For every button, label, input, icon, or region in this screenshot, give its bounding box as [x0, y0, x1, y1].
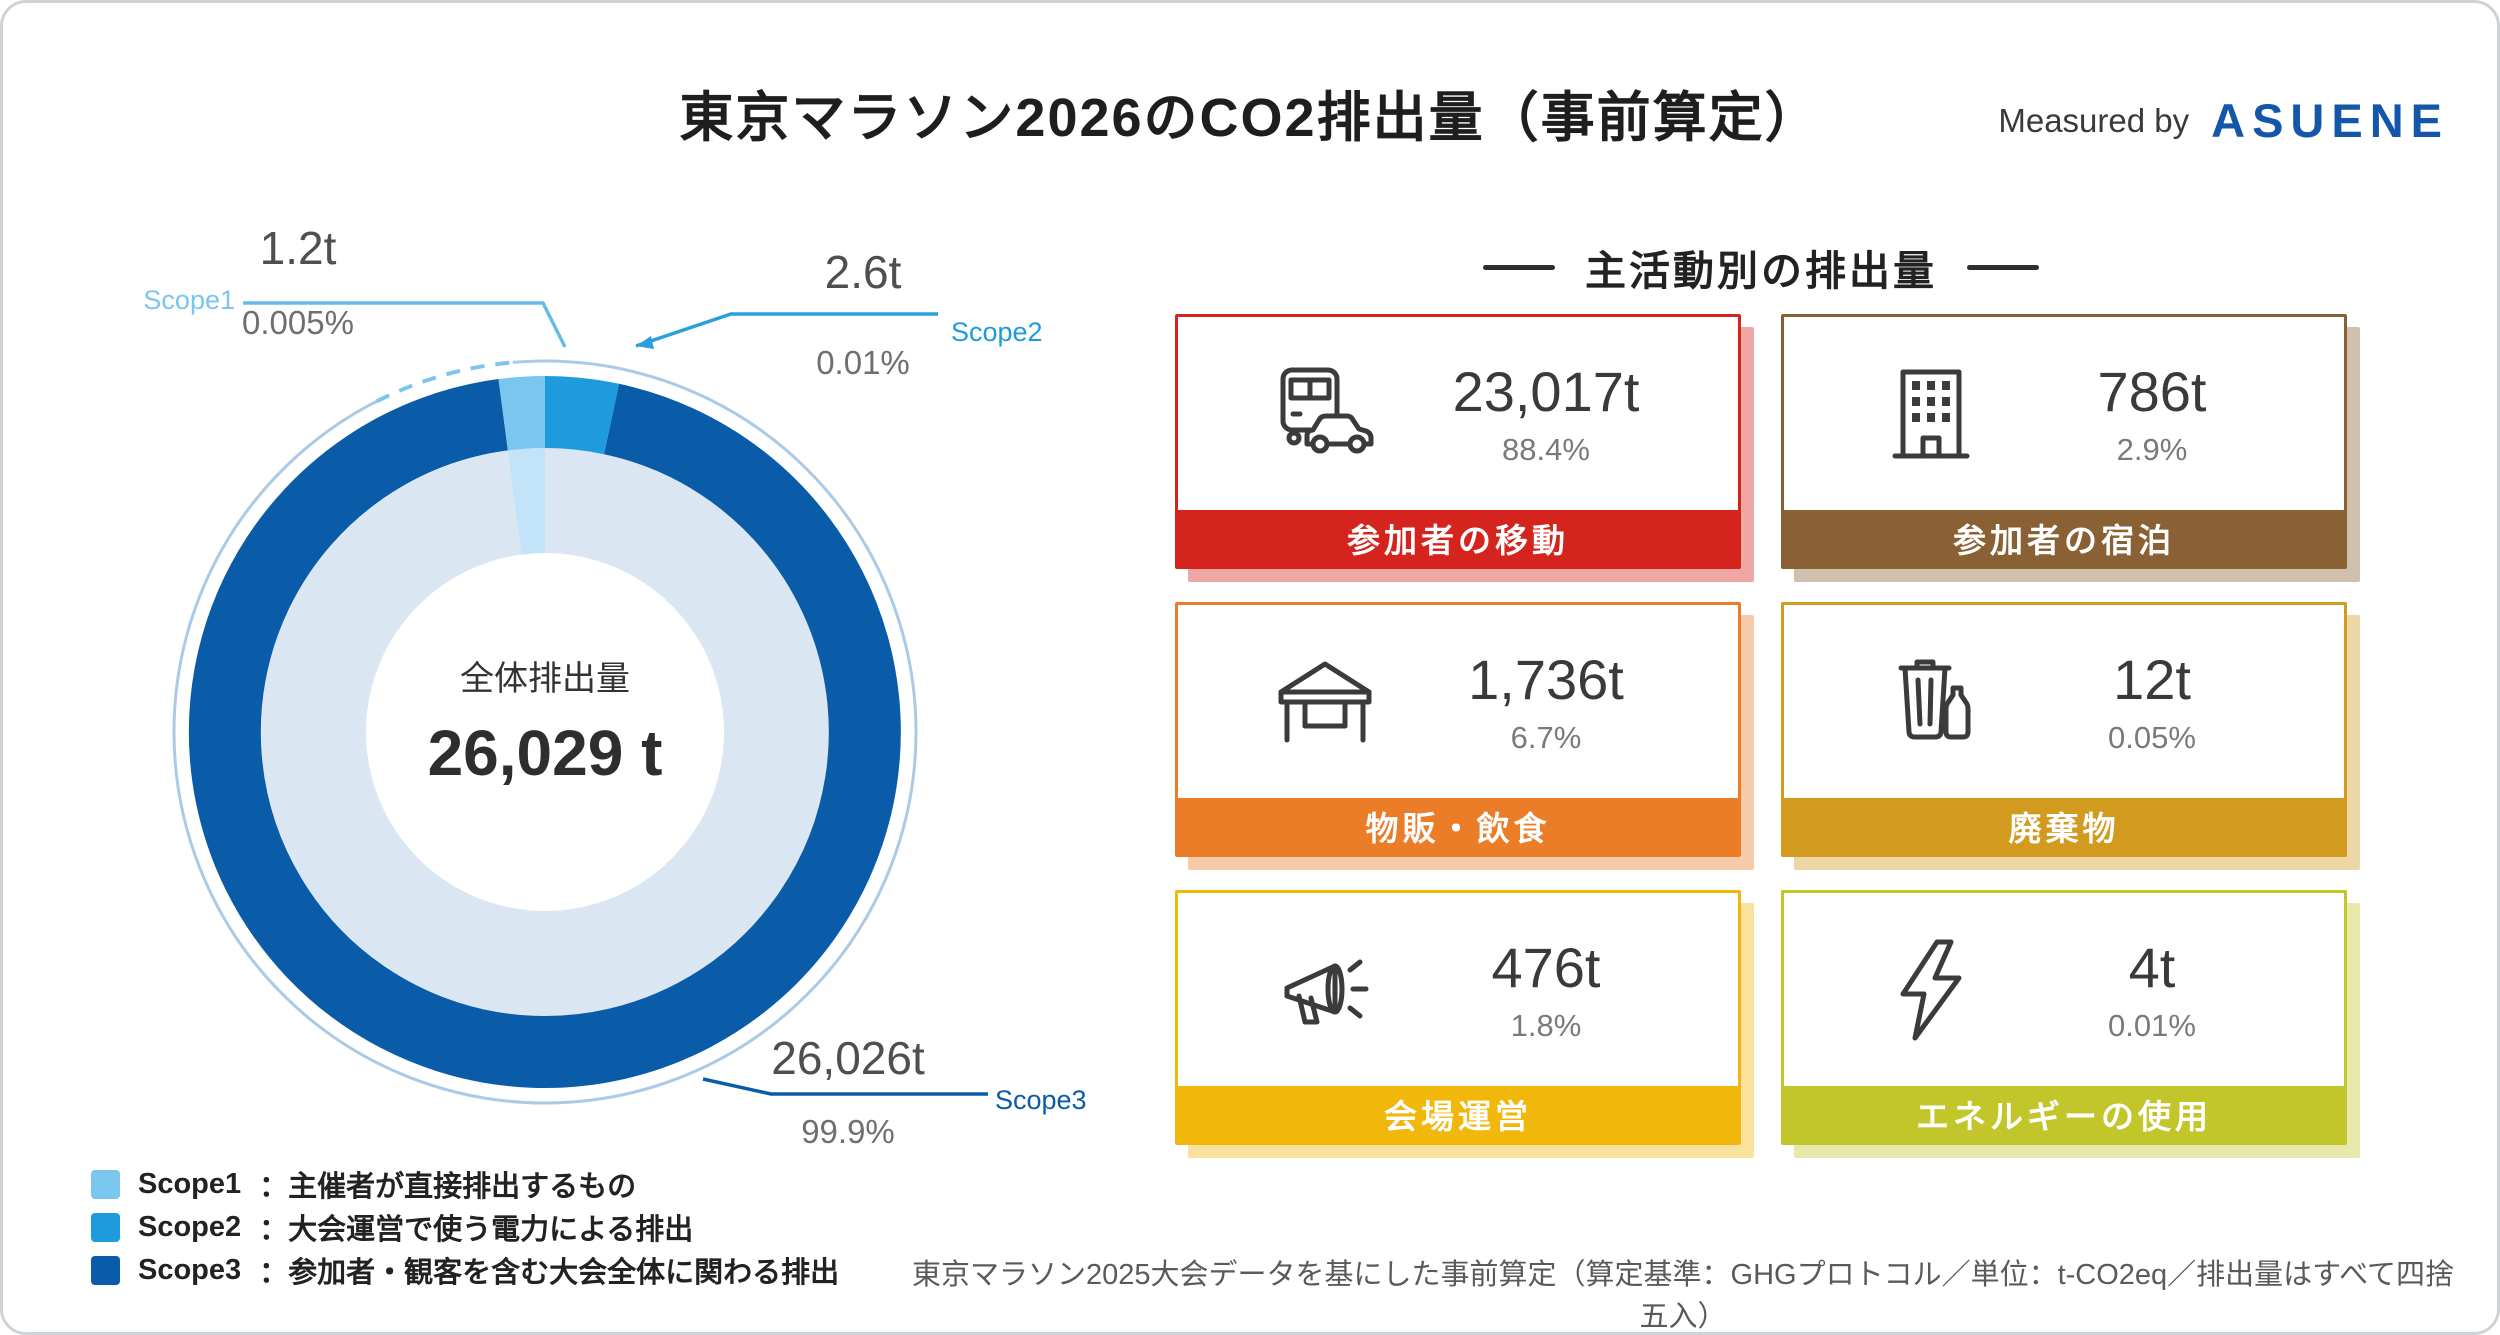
scope2-value: 2.6t: [824, 246, 902, 298]
legend-row-scope2: Scope2 ：大会運営で使う電力による排出: [91, 1210, 839, 1246]
dash-right: [1967, 264, 2039, 270]
card-energy-use: 4t 0.01% エネルギーの使用: [1781, 890, 2347, 1145]
trash-icon: [1846, 642, 2016, 762]
card-body: 12t 0.05%: [1784, 605, 2344, 798]
legend-name: Scope3: [138, 1253, 242, 1286]
brand-lockup: Measured by ASUENE: [1998, 93, 2449, 148]
emissions-donut-chart: [172, 358, 918, 1105]
megaphone-icon: [1240, 930, 1410, 1050]
emission-value: 12t: [2113, 648, 2191, 711]
scope1-swatch: [91, 1169, 120, 1199]
total-emissions-value: 26,029 t: [427, 717, 663, 789]
emission-value: 23,017t: [1452, 360, 1640, 423]
category-label: 参加者の宿泊: [1784, 510, 2344, 566]
legend-row-scope1: Scope1 ：主催者が直接排出するもの: [91, 1167, 839, 1203]
card-waste: 12t 0.05% 廃棄物: [1781, 602, 2347, 857]
emission-percent: 0.01%: [2108, 1008, 2196, 1043]
scope3-arc: [188, 379, 901, 1088]
section-header: 主活動別の排出量: [1175, 237, 2347, 297]
card-body: 4t 0.01%: [1784, 893, 2344, 1086]
lightning-icon: [1846, 930, 2016, 1050]
emission-value: 1,736t: [1468, 648, 1624, 711]
category-label: エネルギーの使用: [1784, 1086, 2344, 1142]
total-emissions-label: 全体排出量: [460, 660, 630, 698]
scope1-arc: [498, 375, 546, 451]
card-stats: 1,736t 6.7%: [1410, 647, 1738, 756]
calculation-footnote: 東京マラソン2025大会データを基にした事前算定（算定基準：GHGプロトコル／単…: [912, 1259, 2454, 1333]
scope2-swatch: [91, 1212, 120, 1242]
scope1-percent: 0.005%: [242, 304, 354, 341]
card-body: 23,017t 88.4%: [1178, 317, 1738, 510]
scope3-label: Scope3: [995, 1085, 1087, 1115]
stall-icon: [1240, 642, 1410, 762]
emission-percent: 0.05%: [2108, 720, 2196, 755]
category-label: 廃棄物: [1784, 798, 2344, 854]
scope-dashed-arc: [375, 360, 513, 404]
card-merch-food: 1,736t 6.7% 物販・飲食: [1175, 602, 1741, 857]
category-label: 会場運営: [1178, 1086, 1738, 1142]
card-participant-lodging: 786t 2.9% 参加者の宿泊: [1781, 314, 2347, 569]
scope2-pointer-line: [635, 312, 938, 348]
donut-center-text: 全体排出量 26,029 t: [295, 651, 795, 790]
category-label: 参加者の移動: [1178, 510, 1738, 566]
page-title: 東京マラソン2026のCO2排出量（事前算定）: [679, 88, 1821, 148]
legend-name: Scope1: [138, 1167, 242, 1200]
card-stats: 23,017t 88.4%: [1410, 359, 1738, 468]
outer-ring: [172, 359, 918, 1105]
legend-description: ：主催者が直接排出するもの: [259, 1171, 637, 1203]
scope-legend: Scope1 ：主催者が直接排出するもの Scope2 ：大会運営で使う電力による排…: [91, 1167, 839, 1298]
card-body: 1,736t 6.7%: [1178, 605, 1738, 798]
scope2-arc: [544, 376, 619, 455]
asuene-logo: ASUENE: [2211, 94, 2449, 147]
dash-left: [1483, 264, 1555, 270]
scope2-label: Scope2: [951, 317, 1043, 347]
scope1-value: 1.2t: [259, 222, 337, 274]
scope3-value: 26,026t: [771, 1032, 925, 1084]
legend-description: ：大会運営で使う電力による排出: [259, 1214, 694, 1246]
card-stats: 786t 2.9%: [2016, 359, 2344, 468]
card-stats: 4t 0.01%: [2016, 935, 2344, 1044]
emission-percent: 88.4%: [1502, 432, 1590, 467]
emission-percent: 2.9%: [2116, 432, 2188, 467]
legend-description: ：参加者・観客を含む大会全体に関わる排出: [259, 1257, 840, 1289]
emission-percent: 1.8%: [1510, 1008, 1582, 1043]
scope2-percent: 0.01%: [816, 344, 910, 381]
donut-center-circle: [366, 553, 724, 911]
scope1-label: Scope1: [143, 285, 235, 315]
scope3-swatch: [91, 1255, 120, 1285]
measured-by-label: Measured by: [1998, 101, 2190, 139]
emission-value: 786t: [2097, 360, 2207, 423]
card-stats: 476t 1.8%: [1410, 935, 1738, 1044]
scope3-percent: 99.9%: [801, 1113, 895, 1150]
legend-row-scope3: Scope3 ：参加者・観客を含む大会全体に関わる排出: [91, 1253, 839, 1289]
card-stats: 12t 0.05%: [2016, 647, 2344, 756]
category-cards-grid: 23,017t 88.4% 参加者の移動: [1175, 314, 2347, 1145]
card-body: 476t 1.8%: [1178, 893, 1738, 1086]
section-title: 主活動別の排出量: [1585, 248, 1937, 294]
card-venue-operations: 476t 1.8% 会場運営: [1175, 890, 1741, 1145]
category-label: 物販・飲食: [1178, 798, 1738, 854]
card-participant-transport: 23,017t 88.4% 参加者の移動: [1175, 314, 1741, 569]
emission-value: 4t: [2128, 936, 2176, 999]
legend-name: Scope2: [138, 1210, 242, 1243]
transport-icon: [1240, 354, 1410, 474]
emission-value: 476t: [1491, 936, 1601, 999]
card-body: 786t 2.9%: [1784, 317, 2344, 510]
emission-percent: 6.7%: [1510, 720, 1582, 755]
hotel-icon: [1846, 354, 2016, 474]
